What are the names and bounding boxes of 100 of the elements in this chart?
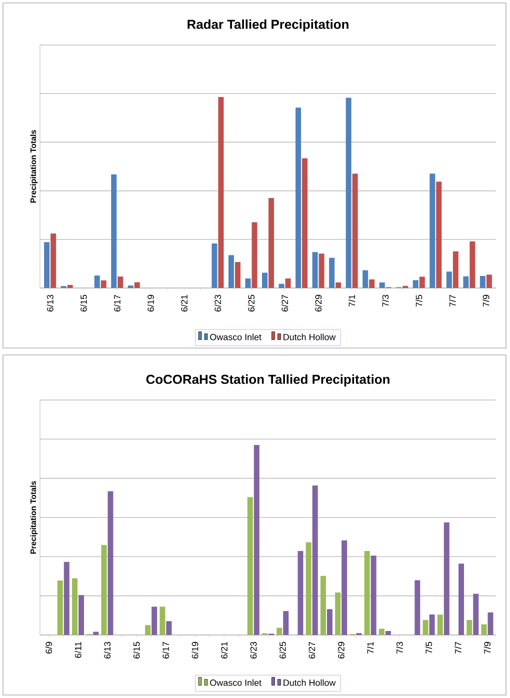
bar [419,276,425,288]
bar [444,522,450,635]
x-tick-label: 6/27 [281,294,288,312]
bar [335,592,341,635]
bar [78,595,84,635]
bar [278,284,284,288]
bar [247,497,253,635]
legend-label: Dutch Hollow [284,334,336,340]
bar [93,632,99,635]
x-tick-label: 6/11 [74,642,82,658]
bar [67,284,73,288]
bar [488,612,494,635]
bar [218,96,224,288]
x-tick-label: 6/23 [214,294,222,312]
bar [446,272,452,288]
bar [429,614,435,635]
bar [234,262,240,288]
x-tick-label: 6/19 [147,294,154,312]
bar [326,609,332,635]
x-tick-label: 7/1 [348,294,356,307]
bar [111,174,117,288]
bar [320,576,326,635]
bar [160,606,166,635]
x-tick-label: 7/3 [396,642,403,654]
bar [336,282,342,288]
bar [481,624,487,635]
bar [152,606,158,635]
bar [268,198,274,288]
legend-label: Owasco Inlet [210,679,262,686]
x-tick-label: 6/27 [308,642,316,659]
bar [100,280,106,288]
bar [436,182,442,288]
bar [64,562,70,635]
bar [134,282,140,288]
x-tick-label: 7/9 [482,294,490,307]
bar [422,620,428,635]
bar [480,276,486,288]
bar [370,556,376,635]
bar [298,551,304,635]
bar [473,594,479,635]
bar [414,580,420,635]
bar [329,258,335,288]
bar [463,276,469,288]
x-tick-label: 6/15 [80,294,87,312]
x-tick-label: 7/5 [425,642,432,654]
x-tick-label: 6/15 [133,642,140,659]
bar [212,243,218,288]
bar [362,270,368,288]
legend-label: Dutch Hollow [284,679,336,686]
bar [94,276,100,288]
bar [252,222,258,288]
bar [72,578,78,635]
bar [101,544,107,635]
bar [283,611,289,635]
bar [245,278,251,288]
x-tick-label: 7/7 [454,642,462,654]
legend-label: Owasco Inlet [210,334,262,340]
bar [108,491,114,635]
bar [312,485,318,635]
bar [145,625,151,635]
bar [437,614,443,635]
bar [118,276,124,288]
bar [430,174,436,288]
bar [352,174,358,288]
chart-title: Radar Tallied Precipitation [188,19,348,32]
bar [378,628,384,635]
bar [318,254,324,288]
x-tick-label: 6/13 [46,294,54,312]
x-tick-label: 6/29 [315,294,322,312]
bar [302,158,308,288]
bar [385,631,391,635]
bar [276,628,282,635]
x-tick-label: 6/25 [279,642,286,659]
x-tick-label: 6/23 [250,642,257,659]
x-tick-label: 6/17 [162,642,169,659]
x-tick-label: 6/29 [338,642,344,659]
x-tick-label: 6/9 [45,642,52,654]
x-tick-label: 6/25 [248,294,255,312]
bar [57,580,63,635]
bar [470,241,476,288]
bar [466,620,472,635]
x-tick-label: 6/19 [192,642,198,659]
x-tick-label: 7/9 [484,642,491,654]
bar [312,252,318,288]
bar [342,540,348,635]
bar [296,108,302,288]
bar [486,274,492,288]
x-tick-label: 6/17 [114,294,120,312]
x-tick-label: 7/3 [382,294,389,307]
bar [50,234,56,288]
bar [346,98,352,288]
x-tick-label: 6/13 [104,642,111,659]
bar [44,242,50,288]
bar [364,551,370,635]
bar [412,280,418,288]
bar [262,272,268,288]
x-tick-label: 7/7 [449,294,456,307]
bar [166,621,172,635]
x-tick-label: 6/21 [180,294,188,312]
bar [458,564,464,635]
